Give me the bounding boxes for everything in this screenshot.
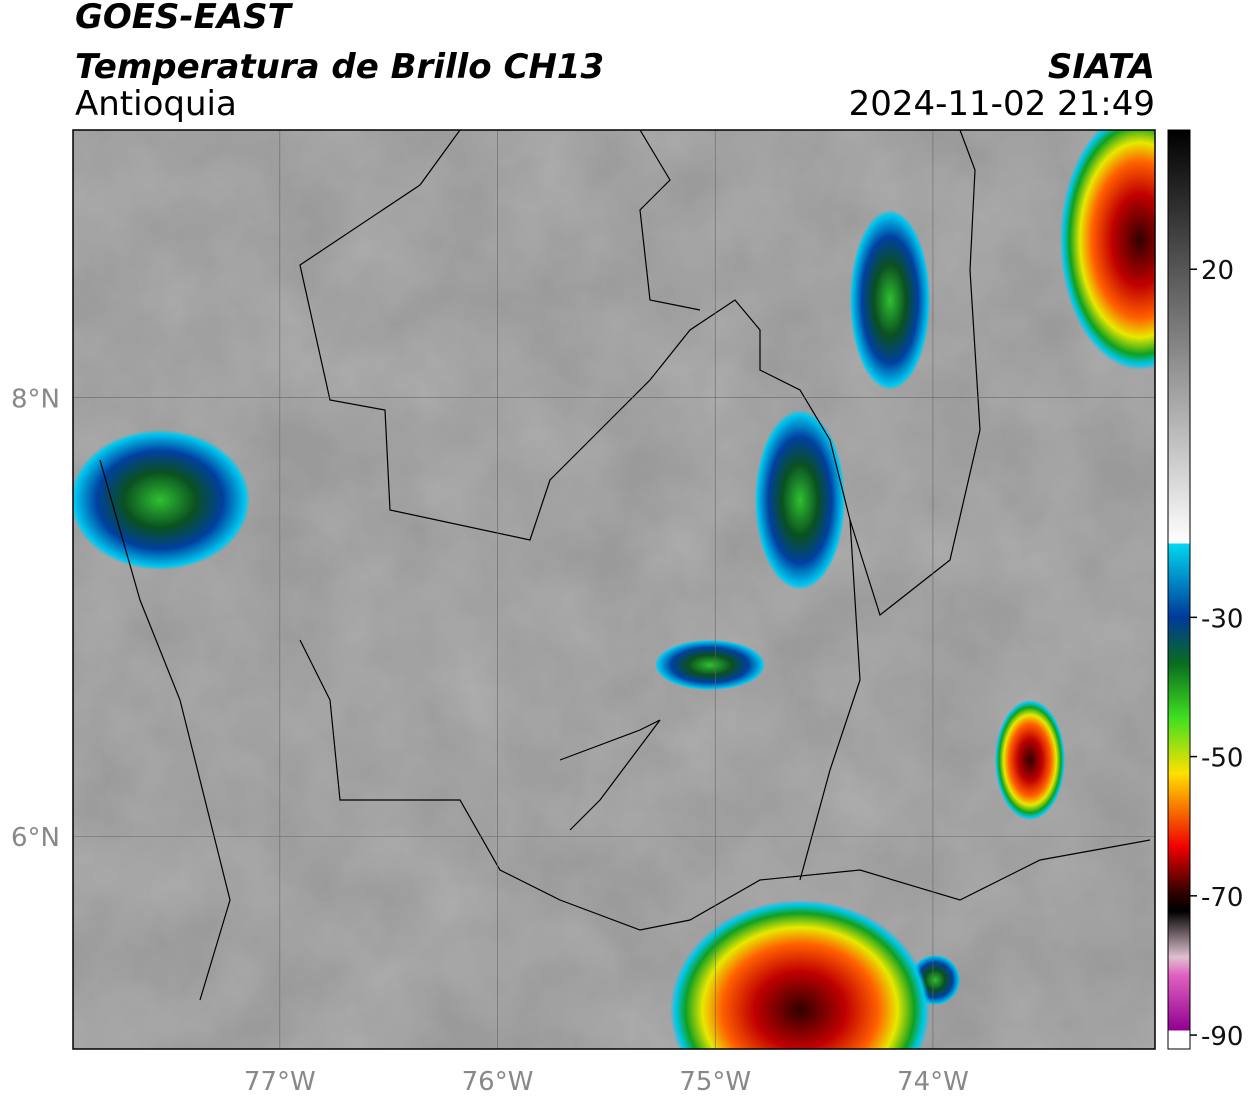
longitude-label: 74°W bbox=[897, 1067, 969, 1097]
cloud-cell bbox=[755, 410, 845, 590]
storm-cell bbox=[670, 900, 930, 1049]
map-frame bbox=[72, 129, 1156, 1050]
source-title: GOES-EAST bbox=[75, 0, 294, 37]
longitude-label: 77°W bbox=[244, 1067, 316, 1097]
longitude-label: 75°W bbox=[679, 1067, 751, 1097]
product-title: Temperatura de Brillo CH13 bbox=[75, 47, 604, 87]
colorbar-tick-label: -50 bbox=[1201, 744, 1243, 774]
colorbar-tick-label: -30 bbox=[1201, 604, 1243, 634]
cloud-texture bbox=[73, 130, 1155, 1049]
latitude-label: 8°N bbox=[11, 385, 60, 415]
colorbar-tick-label: -70 bbox=[1201, 883, 1243, 913]
timestamp: 2024-11-02 21:49 bbox=[849, 84, 1155, 124]
region: Antioquia bbox=[75, 84, 237, 124]
storm-cell bbox=[1060, 130, 1155, 370]
longitude-label: 76°W bbox=[462, 1067, 534, 1097]
map-area bbox=[73, 130, 1155, 1049]
latitude-label: 6°N bbox=[11, 823, 60, 853]
cloud-cell bbox=[655, 640, 765, 690]
colorbar-tick-label: -90 bbox=[1201, 1022, 1243, 1052]
borders bbox=[99, 130, 1151, 1001]
colorbar-tick-label: 20 bbox=[1201, 256, 1234, 286]
agency: SIATA bbox=[1048, 47, 1155, 87]
storm-cell bbox=[995, 700, 1065, 820]
colorbar bbox=[1167, 129, 1191, 1050]
cloud-cell bbox=[73, 430, 250, 570]
graticule bbox=[73, 130, 1155, 1049]
cloud-cell bbox=[850, 210, 930, 390]
